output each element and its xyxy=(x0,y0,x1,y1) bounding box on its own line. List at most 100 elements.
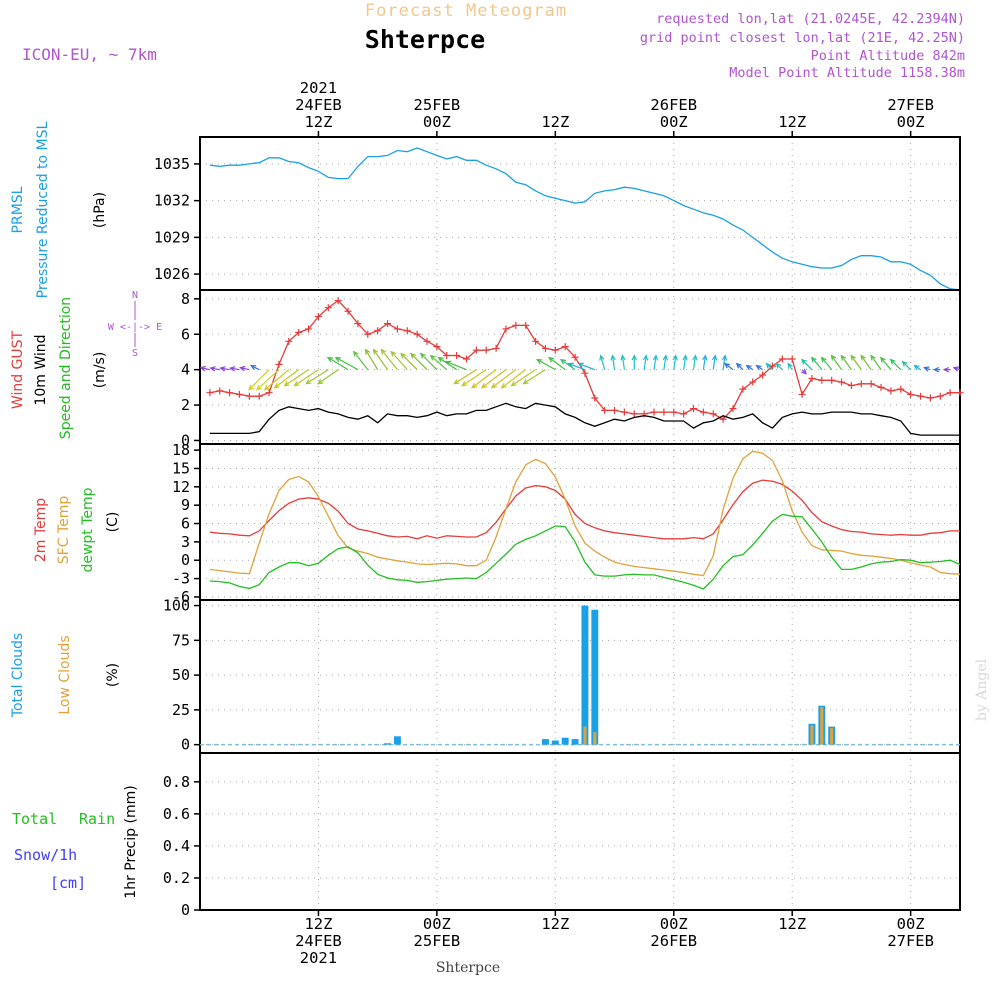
wind-arrow-head xyxy=(711,354,718,361)
wind-arrow-head xyxy=(889,358,896,365)
wind-arrow-shaft xyxy=(621,355,626,370)
xtick-label-bottom_labels: 12Z xyxy=(541,915,569,933)
wind-arrow-head xyxy=(490,382,497,389)
wind-arrow-head xyxy=(682,354,688,361)
bar-total-clouds xyxy=(393,736,401,745)
gust-marker xyxy=(897,385,905,393)
gust-marker xyxy=(324,304,332,312)
gust-marker xyxy=(532,337,540,345)
wind-arrow-head xyxy=(293,381,300,387)
wind-arrow-shaft xyxy=(673,355,677,370)
wind-arrow-shaft xyxy=(410,353,428,371)
wind-arrow-head xyxy=(880,356,886,363)
bar-low-clouds xyxy=(820,707,824,745)
bar-total-clouds xyxy=(542,739,549,745)
ytick-label-pressure: 1026 xyxy=(154,265,190,283)
series-line-10m-wind xyxy=(209,402,960,436)
grid-point-coords: grid point closest lon,lat (21E, 42.25N) xyxy=(640,30,965,46)
wind-arrow-shaft xyxy=(250,365,260,371)
gust-marker xyxy=(877,383,885,391)
precip-unit: 1hr Precip (mm) xyxy=(123,785,139,898)
cloud-ylabel: Total Clouds Low Clouds (%) xyxy=(10,633,121,718)
gust-marker xyxy=(818,376,826,384)
gust-marker xyxy=(660,408,668,416)
wind-arrow-head xyxy=(567,362,574,368)
footer-location: Shterpce xyxy=(436,960,500,976)
ytick-label-clouds: 75 xyxy=(172,631,190,649)
wind-arrow-head xyxy=(500,382,507,389)
wind-arrow-head xyxy=(870,354,876,361)
gust-marker xyxy=(887,387,895,395)
gust-marker xyxy=(571,353,579,361)
wind-arrow-shaft xyxy=(643,355,647,370)
gust-marker xyxy=(403,327,411,335)
wind-arrow-head xyxy=(239,365,246,372)
gust-marker xyxy=(512,321,520,329)
wind-arrow-head xyxy=(923,366,930,372)
wind-arrow-shaft xyxy=(248,369,270,391)
gust-marker xyxy=(857,380,865,388)
wind-arrow-shaft xyxy=(373,349,389,370)
ytick-label-temperature: 0 xyxy=(181,551,190,569)
wind-arrow-head xyxy=(942,366,949,373)
wind-arrow-shaft xyxy=(801,359,813,371)
gust-marker xyxy=(541,344,549,352)
ytick-label-precip: 0.6 xyxy=(163,805,190,823)
wind-arrow-shaft xyxy=(523,369,546,385)
panel-pressure: 1026 1029 1032 1035 xyxy=(154,136,961,291)
wind-arrow-shaft xyxy=(537,359,556,371)
bar-total-clouds xyxy=(551,740,559,745)
gust-marker xyxy=(808,375,816,383)
gust-marker xyxy=(828,376,836,384)
wind-arrow-shaft xyxy=(548,357,566,371)
wind-arrow-shaft xyxy=(491,369,517,389)
wind-arrow-shaft xyxy=(840,355,852,371)
temp-ylabel: 2m Temp SFC Temp dewpt Temp (C) xyxy=(33,487,121,572)
gust-marker xyxy=(255,392,263,400)
wind-arrow-head xyxy=(830,354,837,361)
wind-arrow-head xyxy=(453,379,460,385)
wind-arrow-shaft xyxy=(284,369,309,387)
wind-arrow-head xyxy=(219,366,226,372)
xtick-label-top_labels: 26FEB xyxy=(650,96,697,114)
wind-arrow-shaft xyxy=(481,369,507,389)
wind-arrow-head xyxy=(599,354,605,361)
gust-marker xyxy=(354,320,362,328)
wind-arrow-head xyxy=(471,382,478,389)
series-line-pressure xyxy=(209,147,961,291)
ytick-label-pressure: 1032 xyxy=(154,192,190,210)
xtick-label-bottom_labels: 00Z xyxy=(897,915,925,933)
gust-marker xyxy=(699,408,707,416)
cloud-ylabel-line1: Total Clouds xyxy=(10,633,26,718)
gust-marker xyxy=(453,351,461,359)
wind-arrow-head xyxy=(255,384,262,391)
wind-arrow-shaft xyxy=(578,363,596,371)
wind-arrow-shaft xyxy=(821,357,833,371)
gust-marker xyxy=(443,351,451,359)
wind-arrow-shaft xyxy=(200,367,211,371)
wind-arrow-head xyxy=(461,381,468,387)
bar-total-clouds xyxy=(591,609,599,745)
wind-arrow-shaft xyxy=(653,355,657,370)
gust-marker xyxy=(926,394,934,402)
wind-arrow-shaft xyxy=(390,351,408,371)
wind-arrow-shaft xyxy=(511,369,536,387)
xtick-label-top_labels: 25FEB xyxy=(414,96,461,114)
wind-arrow-head xyxy=(437,356,444,363)
wind-arrow-shaft xyxy=(850,355,862,371)
ytick-label-precip: 0.2 xyxy=(163,869,190,887)
cloud-unit: (%) xyxy=(105,663,121,687)
gust-marker xyxy=(591,394,599,402)
bar-total-clouds xyxy=(581,605,589,745)
wind-arrow-shaft xyxy=(305,369,329,385)
wind-arrow-head xyxy=(249,365,257,370)
gust-marker xyxy=(680,410,688,418)
gust-marker xyxy=(739,385,747,393)
wind-arrow-head xyxy=(480,382,487,389)
gust-marker xyxy=(334,297,342,305)
compass-we: W <-|-> E xyxy=(108,322,162,333)
ytick-label-wind: 8 xyxy=(181,290,190,308)
series-line-2m-temp xyxy=(209,479,960,540)
ytick-label-wind: 4 xyxy=(181,361,190,379)
bar-low-clouds xyxy=(810,725,814,745)
